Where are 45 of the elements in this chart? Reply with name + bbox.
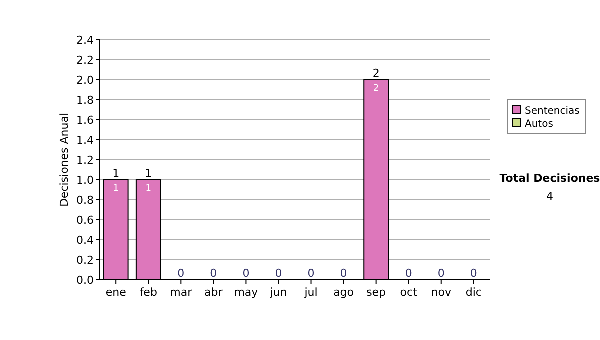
y-tick-label: 0.4: [76, 234, 94, 247]
y-axis-title: Decisiones Anual: [58, 112, 71, 208]
data-label: 1: [113, 184, 119, 194]
y-tick-label: 2.0: [76, 74, 94, 87]
data-label: 1: [146, 184, 152, 194]
text: 4: [546, 190, 554, 203]
x-tick-label: nov: [431, 286, 452, 299]
total-label: 2: [372, 67, 380, 80]
y-tick-label: 2.2: [76, 54, 94, 67]
total-label: 0: [438, 267, 445, 280]
y-tick-label: 1.4: [76, 134, 94, 147]
total-label: 0: [275, 267, 282, 280]
x-tick-label: jul: [304, 286, 318, 299]
x-tick-label: abr: [204, 286, 224, 299]
x-tick-label: ago: [334, 286, 354, 299]
x-tick-label: mar: [170, 286, 193, 299]
total-label: 1: [145, 167, 152, 180]
text: Total Decisiones: [500, 172, 600, 185]
x-tick-label: may: [234, 286, 259, 299]
x-tick-label: jun: [269, 286, 288, 299]
y-tick-label: 1.6: [76, 114, 94, 127]
total-label: 0: [470, 267, 478, 280]
x-tick-label: feb: [140, 286, 158, 299]
x-tick-label: oct: [400, 286, 418, 299]
y-tick-label: 2.4: [76, 34, 94, 47]
y-tick-label: 0.2: [76, 254, 94, 267]
y-tick-label: 0.6: [76, 214, 94, 227]
y-tick-label: 1.2: [76, 154, 94, 167]
x-tick-label: ene: [106, 286, 127, 299]
x-tick-label: dic: [466, 286, 482, 299]
total-label: 0: [178, 267, 185, 280]
legend-label: Sentencias: [525, 106, 580, 117]
y-tick-label: 1.8: [76, 94, 94, 107]
y-tick-label: 1.0: [76, 174, 94, 187]
y-tick-label: 0.8: [76, 194, 94, 207]
total-label: 1: [112, 167, 120, 180]
total-label: 0: [405, 267, 412, 280]
data-label: 2: [373, 84, 380, 94]
total-label: 0: [308, 267, 315, 280]
total-label: 0: [340, 267, 348, 280]
x-tick-label: sep: [366, 286, 386, 299]
legend-label: Autos: [525, 119, 554, 130]
y-tick-label: 0.0: [76, 274, 94, 287]
total-label: 0: [210, 267, 218, 280]
total-label: 0: [242, 267, 250, 280]
